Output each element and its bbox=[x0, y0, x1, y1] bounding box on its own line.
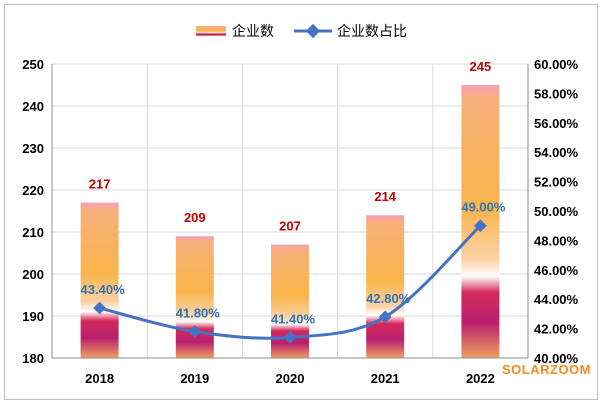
y-right-tick-label: 54.00% bbox=[534, 145, 579, 160]
bar-value-label: 209 bbox=[184, 210, 206, 225]
line-point bbox=[188, 325, 202, 338]
y-right-tick-label: 52.00% bbox=[534, 175, 579, 190]
watermark: SOLARZOOM bbox=[502, 362, 591, 377]
line-series bbox=[93, 219, 487, 344]
x-tick-label: 2022 bbox=[466, 371, 495, 386]
line-value-label: 43.40% bbox=[81, 282, 126, 297]
legend-bar-swatch bbox=[196, 26, 226, 36]
y-right-tick-label: 44.00% bbox=[534, 292, 579, 307]
bar-value-label: 214 bbox=[374, 189, 396, 204]
y-right-tick-label: 56.00% bbox=[534, 116, 579, 131]
line-point bbox=[283, 331, 297, 344]
bar-value-label: 217 bbox=[89, 177, 111, 192]
legend-bar-label: 企业数 bbox=[232, 23, 274, 40]
legend-line-marker bbox=[305, 23, 321, 39]
y-left-tick-label: 240 bbox=[22, 99, 44, 114]
y-right-tick-label: 46.00% bbox=[534, 263, 579, 278]
y-right-tick-label: 40.00% bbox=[534, 351, 579, 366]
bar bbox=[80, 202, 119, 358]
bar-value-label: 207 bbox=[279, 219, 301, 234]
line-value-label: 41.40% bbox=[271, 311, 316, 326]
x-tick-label: 2021 bbox=[371, 371, 400, 386]
x-tick-label: 2018 bbox=[85, 371, 114, 386]
axes: 180 190 200 210 220 230 240 250 40.00% 42.00% 44.0… bbox=[22, 57, 578, 386]
line-point bbox=[378, 310, 392, 324]
x-tick-label: 2020 bbox=[276, 371, 305, 386]
y-left-tick-label: 180 bbox=[22, 351, 44, 366]
line-value-label: 42.80% bbox=[366, 291, 411, 306]
line-point bbox=[474, 219, 487, 233]
y-right-tick-label: 50.00% bbox=[534, 204, 579, 219]
y-right-tick-label: 58.00% bbox=[534, 86, 579, 101]
line-value-label: 49.00% bbox=[461, 200, 506, 215]
y-left-tick-label: 220 bbox=[22, 183, 44, 198]
legend-line-label: 企业数占比 bbox=[337, 23, 407, 40]
y-right-tick-label: 42.00% bbox=[534, 322, 579, 337]
y-left-tick-label: 210 bbox=[22, 225, 44, 240]
x-tick-label: 2019 bbox=[180, 371, 209, 386]
y-left-tick-label: 200 bbox=[22, 267, 44, 282]
bar-value-label: 245 bbox=[470, 59, 492, 74]
y-left-tick-label: 190 bbox=[22, 309, 44, 324]
y-right-tick-label: 60.00% bbox=[534, 57, 579, 72]
y-right-tick-label: 48.00% bbox=[534, 233, 579, 248]
line-point bbox=[93, 301, 106, 315]
line-value-label: 41.80% bbox=[176, 306, 221, 321]
legend: 企业数 企业数占比 bbox=[196, 23, 407, 40]
y-left-tick-label: 250 bbox=[22, 57, 44, 72]
bar bbox=[175, 236, 214, 358]
bar bbox=[366, 215, 405, 358]
data-labels: 217 209 207 214 245 43.40% 41.80% 41.40% 42.80% 4… bbox=[81, 59, 506, 326]
y-left-tick-label: 230 bbox=[22, 141, 44, 156]
